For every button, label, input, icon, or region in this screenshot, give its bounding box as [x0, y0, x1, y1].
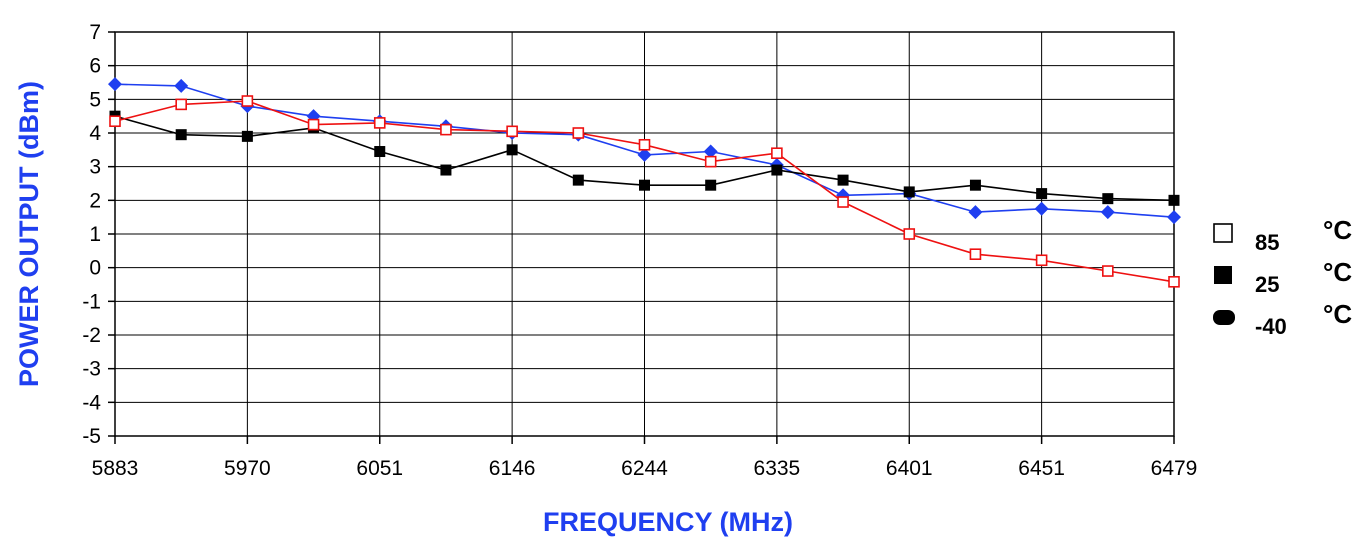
- legend: 85 °C 25 °C -40 °C: [1213, 215, 1352, 339]
- data-point: [703, 144, 718, 159]
- data-point: [572, 127, 585, 139]
- data-point: [175, 98, 187, 111]
- legend-item-25: 25 °C: [1214, 257, 1352, 297]
- y-axis-title: POWER OUTPUT (dBm): [14, 81, 44, 387]
- series-layer: [108, 77, 1181, 288]
- x-tick-label: 6335: [754, 457, 801, 480]
- x-tick-label: 6479: [1151, 457, 1198, 480]
- x-axis-title: FREQUENCY (MHz): [543, 507, 793, 537]
- data-point: [1035, 254, 1048, 267]
- data-point: [771, 164, 783, 176]
- data-point: [969, 179, 981, 191]
- legend-swatch: [1213, 223, 1233, 243]
- x-tick-label: 5883: [92, 457, 139, 480]
- data-point: [506, 144, 518, 156]
- x-axis-ticks: 5883 5970 6051 6146 6244 6335 6401 6451 6479: [92, 436, 1198, 480]
- y-tick-label: 0: [89, 257, 101, 280]
- data-point: [1168, 194, 1180, 206]
- data-point: [837, 174, 849, 186]
- y-tick-label: 6: [89, 55, 101, 78]
- data-point: [374, 146, 386, 158]
- data-point: [638, 138, 651, 151]
- y-tick-label: 2: [89, 189, 101, 212]
- data-point: [506, 125, 518, 138]
- data-point: [1034, 201, 1049, 216]
- data-point: [639, 179, 650, 191]
- gridlines: [114, 31, 1175, 437]
- y-tick-label: -3: [82, 358, 101, 381]
- legend-unit: °C: [1323, 257, 1352, 287]
- data-point: [241, 130, 253, 142]
- x-tick-label: 6244: [621, 457, 668, 480]
- y-tick-label: -2: [82, 324, 101, 347]
- y-tick-label: 7: [89, 21, 101, 44]
- data-point: [704, 155, 717, 168]
- legend-label: 85: [1255, 230, 1279, 255]
- legend-swatch: [1214, 266, 1232, 284]
- y-tick-label: -1: [82, 290, 101, 313]
- data-point: [903, 228, 916, 240]
- x-tick-label: 6051: [356, 457, 403, 480]
- legend-swatch: [1213, 310, 1235, 325]
- data-point: [440, 123, 452, 136]
- x-tick-label: 5970: [224, 457, 271, 480]
- data-point: [1102, 193, 1114, 205]
- data-point: [1036, 188, 1048, 200]
- data-point: [440, 164, 452, 176]
- data-point: [968, 205, 983, 220]
- data-point: [771, 147, 783, 159]
- data-point: [373, 117, 386, 129]
- legend-label: -40: [1255, 314, 1287, 339]
- legend-item-85: 85 °C: [1213, 215, 1352, 255]
- data-point: [1102, 265, 1114, 277]
- data-point: [903, 186, 915, 198]
- x-tick-label: 6401: [886, 457, 933, 480]
- legend-item--40: -40 °C: [1213, 299, 1352, 339]
- data-point: [572, 174, 584, 186]
- legend-unit: °C: [1323, 215, 1352, 245]
- x-tick-label: 6146: [489, 457, 536, 480]
- data-point: [108, 77, 122, 92]
- data-point: [174, 78, 189, 93]
- y-tick-label: -4: [82, 391, 101, 414]
- y-tick-label: -5: [82, 425, 101, 448]
- y-tick-label: 3: [89, 156, 101, 179]
- data-point: [837, 196, 849, 208]
- data-point: [307, 118, 320, 131]
- x-tick-label: 6451: [1018, 457, 1065, 480]
- y-tick-label: 4: [89, 122, 101, 145]
- y-tick-label: 1: [89, 223, 101, 246]
- legend-unit: °C: [1323, 299, 1352, 329]
- y-axis-ticks: -5 -4 -3 -2 -1 0 1 2 3 4 5 6 7: [82, 21, 115, 448]
- data-point: [1100, 205, 1115, 220]
- y-tick-label: 5: [89, 88, 101, 111]
- data-point: [175, 129, 187, 141]
- data-point: [241, 95, 254, 107]
- data-point: [1167, 210, 1181, 225]
- data-point: [109, 115, 121, 128]
- legend-label: 25: [1255, 272, 1279, 297]
- data-point: [637, 147, 652, 162]
- series-85: [109, 95, 1180, 288]
- data-point: [969, 248, 982, 260]
- data-point: [1168, 276, 1180, 288]
- data-point: [705, 179, 717, 191]
